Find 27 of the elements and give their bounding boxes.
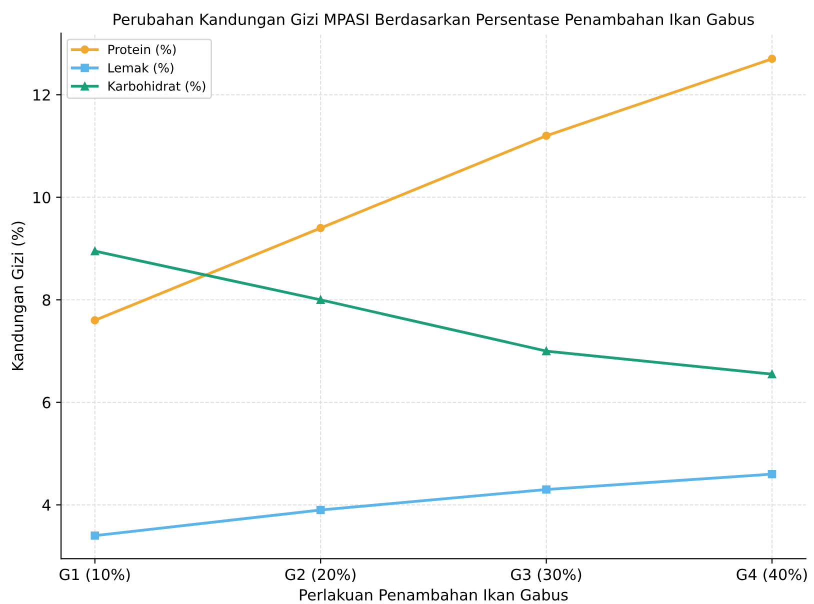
y-tick-label: 8 (42, 294, 50, 306)
x-axis-title: Perlakuan Penambahan Ikan Gabus (300, 588, 568, 601)
point (90, 531, 100, 540)
point (542, 346, 550, 356)
point (768, 54, 776, 64)
point (542, 485, 550, 494)
y-tick-label: 6 (42, 396, 50, 408)
point (768, 370, 776, 378)
x-tick-label: G1 (10%) (60, 568, 130, 582)
point (316, 506, 325, 514)
x-tick-label: G4 (40%) (736, 568, 807, 582)
x-tick-label: G3 (30%) (511, 568, 582, 582)
point (768, 470, 776, 478)
point (90, 316, 100, 324)
x-tick-label: G2 (20%) (285, 568, 356, 582)
point (316, 224, 325, 232)
legend-label: Protein (%) (108, 44, 176, 56)
point (90, 246, 100, 256)
y-tick-label: 10 (34, 192, 50, 204)
chart-title: Perubahan Kandungan Gizi MPASI Berdasarkan Persentase Penambahan Ikan Gabus (114, 13, 754, 28)
y-tick-label: 4 (42, 500, 50, 511)
legend-label: Karbohidrat (%) (108, 81, 206, 92)
legend-label: Lemak (%) (108, 62, 174, 74)
point (316, 296, 325, 304)
y-tick-label: 12 (34, 89, 50, 101)
y-axis-title: Kandungan Gizi (%) (12, 222, 26, 370)
point (542, 132, 550, 140)
